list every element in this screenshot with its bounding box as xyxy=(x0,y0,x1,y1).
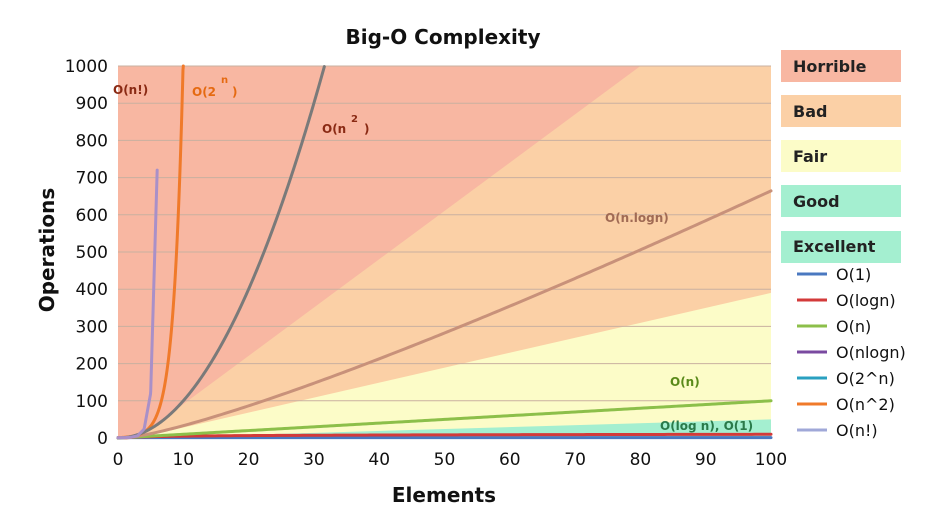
legend-item: O(n) xyxy=(797,317,871,336)
legend: O(1) O(logn) O(n) O(nlogn) O(2^n) O(n^2) O(n!) xyxy=(797,265,906,440)
y-tick-label: 400 xyxy=(76,280,108,300)
x-tick-label: 50 xyxy=(434,450,456,470)
series-line-o-n- xyxy=(116,399,773,440)
y-tick-label: 700 xyxy=(76,169,108,189)
legend-label: O(2^n) xyxy=(836,369,895,388)
annotation-n-squared: O(n xyxy=(322,122,346,136)
y-tick-label: 0 xyxy=(97,429,108,449)
series-lines xyxy=(116,64,773,440)
annotation-n-squared-exponent: 2 xyxy=(351,114,358,125)
band-label-horrible: Horrible xyxy=(781,50,901,82)
series-line-o-n- xyxy=(116,168,159,440)
y-tick-label: 500 xyxy=(76,243,108,263)
legend-item: O(1) xyxy=(797,265,871,284)
band-text-excellent: Excellent xyxy=(793,237,876,256)
annotation-2n: O(2 xyxy=(192,85,216,99)
legend-label: O(1) xyxy=(836,265,871,284)
annotation-n-factorial: O(n!) xyxy=(113,83,148,97)
band-swatch-horrible xyxy=(781,50,901,82)
band-label-fair: Fair xyxy=(781,140,901,172)
y-tick-label: 600 xyxy=(76,206,108,226)
annotation-2n-exponent: n xyxy=(221,75,228,86)
x-axis-title: Elements xyxy=(392,483,496,507)
y-tick-label: 800 xyxy=(76,131,108,151)
x-tick-label: 20 xyxy=(238,450,260,470)
x-tick-label: 90 xyxy=(695,450,717,470)
legend-item: O(n^2) xyxy=(797,395,895,414)
x-tick-label: 100 xyxy=(755,450,787,470)
y-tick-label: 1000 xyxy=(65,57,108,77)
band-swatch-bad xyxy=(781,95,901,127)
x-tick-label: 70 xyxy=(564,450,586,470)
legend-item: O(2^n) xyxy=(797,369,895,388)
band-swatch-fair xyxy=(781,140,901,172)
series-line-o-logn- xyxy=(123,432,773,440)
annotation-logn-1: O(log n), O(1) xyxy=(660,419,753,433)
band-text-bad: Bad xyxy=(793,102,827,121)
band-text-horrible: Horrible xyxy=(793,57,867,76)
x-tick-label: 30 xyxy=(303,450,325,470)
legend-label: O(nlogn) xyxy=(836,343,906,362)
legend-item: O(nlogn) xyxy=(797,343,906,362)
legend-label: O(n^2) xyxy=(836,395,895,414)
x-tick-label: 40 xyxy=(368,450,390,470)
annotation-nlogn: O(n.logn) xyxy=(605,211,669,225)
y-tick-label: 200 xyxy=(76,355,108,375)
y-tick-label: 300 xyxy=(76,317,108,337)
band-text-good: Good xyxy=(793,192,840,211)
x-tick-label: 80 xyxy=(630,450,652,470)
band-label-good: Good xyxy=(781,185,901,217)
legend-item: O(n!) xyxy=(797,421,878,440)
series-line-o-nlogn- xyxy=(123,189,773,440)
annotation-n: O(n) xyxy=(670,375,700,389)
band-text-fair: Fair xyxy=(793,147,827,166)
x-tick-label: 10 xyxy=(172,450,194,470)
y-tick-label: 100 xyxy=(76,392,108,412)
x-tick-label: 60 xyxy=(499,450,521,470)
y-tick-label: 900 xyxy=(76,94,108,114)
band-swatch-good xyxy=(781,185,901,217)
legend-label: O(logn) xyxy=(836,291,896,310)
x-tick-labels: 0 10 20 30 40 50 60 70 80 90 100 xyxy=(113,450,788,470)
band-label-excellent: Excellent xyxy=(781,231,901,263)
series-line-o-n-2- xyxy=(116,65,326,440)
band-swatch-excellent xyxy=(781,231,901,263)
annotation-n-squared-close: ) xyxy=(364,122,369,136)
x-tick-label: 0 xyxy=(113,450,124,470)
y-axis-title: Operations xyxy=(35,188,59,313)
legend-label: O(n) xyxy=(836,317,871,336)
band-label-bad: Bad xyxy=(781,95,901,127)
chart-title: Big-O Complexity xyxy=(345,25,540,49)
legend-item: O(logn) xyxy=(797,291,896,310)
band-region-fair xyxy=(137,292,772,438)
y-tick-labels: 0 100 200 300 400 500 600 700 800 900 1000 xyxy=(65,57,108,449)
annotation-2n-close: ) xyxy=(232,85,237,99)
legend-label: O(n!) xyxy=(836,421,878,440)
